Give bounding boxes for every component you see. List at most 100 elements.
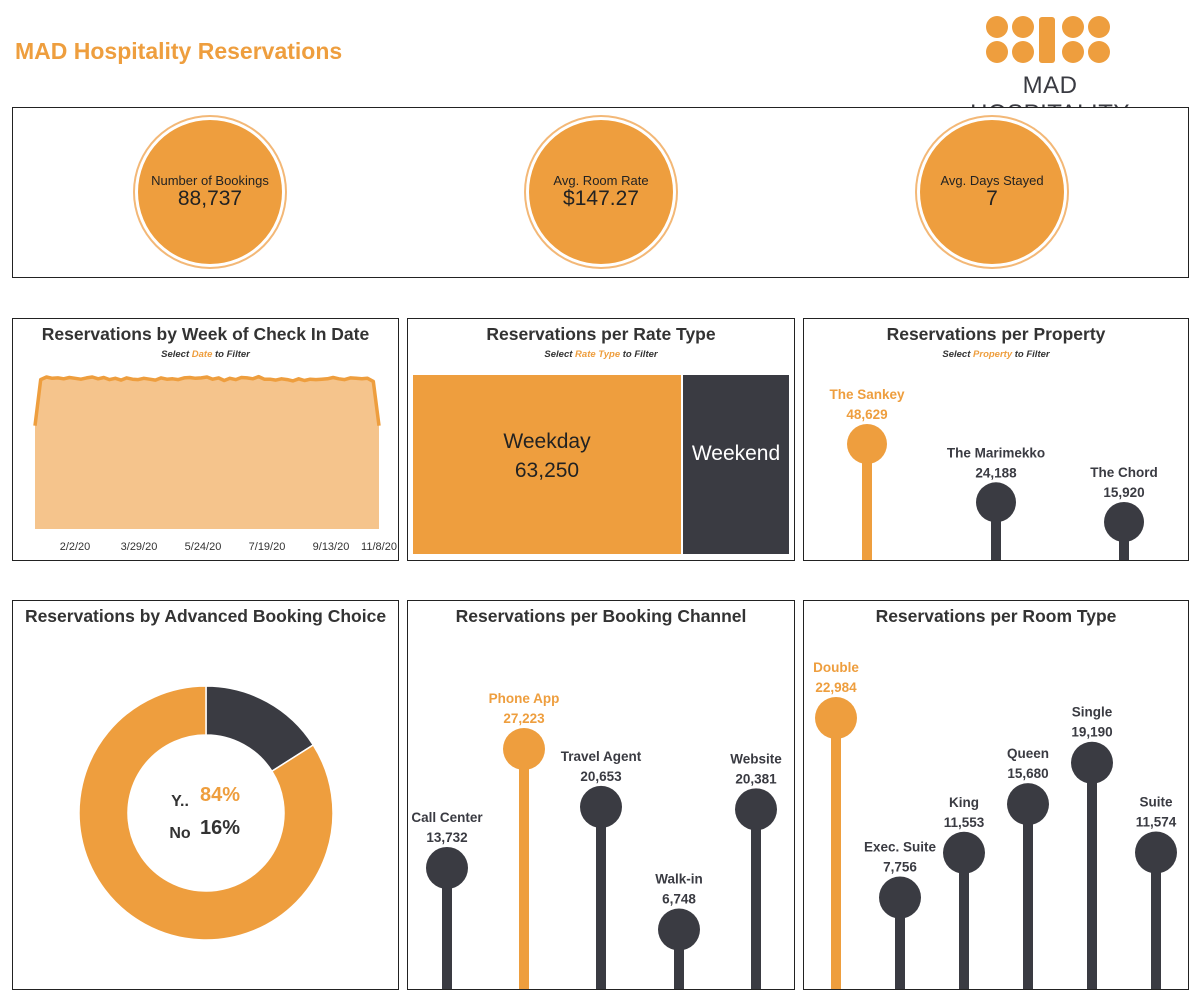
channel-lollipop-chart[interactable]: Call Center 13,732 Phone App 27,223 Travel A… bbox=[408, 601, 796, 991]
kpi-value: 7 bbox=[986, 187, 998, 210]
kpi-bookings[interactable]: Number of Bookings 88,737 bbox=[138, 120, 282, 264]
category-label: Phone App bbox=[489, 691, 560, 706]
value-label: 15,920 bbox=[1103, 485, 1144, 500]
lollipop-stem[interactable] bbox=[442, 867, 452, 989]
value-label: 24,188 bbox=[975, 465, 1017, 480]
property-lollipop-chart[interactable]: The Sankey 48,629 The Marimekko 24,188 The C… bbox=[804, 319, 1190, 562]
value-label: 6,748 bbox=[662, 892, 696, 907]
lollipop-head[interactable] bbox=[1007, 783, 1049, 826]
advance-donut-chart[interactable]: Y.. 84% No 16% bbox=[13, 601, 400, 991]
chart-title: Reservations by Week of Check In Date bbox=[41, 324, 370, 344]
category-label: King bbox=[949, 795, 979, 810]
lollipop-head[interactable] bbox=[943, 831, 985, 874]
treemap-value-label: 63,250 bbox=[515, 459, 579, 482]
lollipop-head[interactable] bbox=[1071, 741, 1113, 784]
donut-slice[interactable] bbox=[78, 685, 334, 941]
value-label: 7,756 bbox=[883, 860, 917, 875]
value-label: 20,381 bbox=[735, 771, 777, 786]
lollipop-stem[interactable] bbox=[1023, 804, 1033, 989]
kpi-room-rate[interactable]: Avg. Room Rate $147.27 bbox=[529, 120, 673, 264]
lollipop-head[interactable] bbox=[426, 846, 468, 889]
value-label: 48,629 bbox=[846, 407, 887, 422]
category-label: Website bbox=[730, 751, 782, 766]
lollipop-stem[interactable] bbox=[674, 929, 684, 989]
lollipop-head[interactable] bbox=[658, 908, 700, 951]
donut-category-label: Y.. bbox=[171, 793, 189, 810]
x-tick-label: 2/2/20 bbox=[60, 541, 91, 553]
room-chart-panel: Reservations per Room Type Double 22,984 E… bbox=[803, 600, 1189, 990]
lollipop-stem[interactable] bbox=[519, 749, 529, 989]
value-label: 11,553 bbox=[944, 815, 985, 830]
lollipop-head[interactable] bbox=[1104, 502, 1144, 543]
x-tick-label: 5/24/20 bbox=[185, 541, 222, 553]
lollipop-stem[interactable] bbox=[895, 897, 905, 989]
logo-dots-icon bbox=[986, 16, 1110, 63]
treemap-label: Weekday bbox=[503, 430, 591, 453]
category-label: The Chord bbox=[1090, 465, 1158, 480]
kpi-label: Number of Bookings bbox=[151, 173, 269, 188]
chart-title: Reservations per Booking Channel bbox=[455, 606, 747, 626]
donut-value-label: 84% bbox=[200, 784, 240, 806]
lollipop-stem[interactable] bbox=[596, 806, 606, 989]
room-lollipop-chart[interactable]: Double 22,984 Exec. Suite 7,756 King 11,553 Qu… bbox=[804, 601, 1190, 991]
treemap-cell-weekend[interactable] bbox=[683, 375, 789, 554]
rate-treemap[interactable]: Weekday 63,250 Weekend bbox=[408, 319, 796, 562]
kpi-days-stayed[interactable]: Avg. Days Stayed 7 bbox=[920, 120, 1064, 264]
company-logo: MAD HOSPITALITY bbox=[935, 14, 1165, 127]
x-tick-label: 9/13/20 bbox=[313, 541, 350, 553]
value-label: 13,732 bbox=[426, 830, 467, 845]
value-label: 22,984 bbox=[815, 680, 857, 695]
category-label: The Marimekko bbox=[947, 445, 1045, 460]
page-title: MAD Hospitality Reservations bbox=[15, 38, 343, 64]
lollipop-head[interactable] bbox=[735, 788, 777, 831]
lollipop-stem[interactable] bbox=[1151, 852, 1161, 989]
kpi-value: $147.27 bbox=[563, 187, 639, 210]
lollipop-head[interactable] bbox=[847, 424, 887, 464]
donut-value-label: 16% bbox=[200, 817, 240, 839]
chart-subtitle: Select Rate Type to Filter bbox=[544, 349, 658, 360]
area-line bbox=[33, 374, 381, 426]
week-area-chart[interactable]: 2/2/20 3/29/20 5/24/20 7/19/20 9/13/20 11/8/2… bbox=[13, 319, 400, 562]
chart-title: Reservations per Room Type bbox=[875, 606, 1117, 626]
lollipop-head[interactable] bbox=[503, 728, 545, 770]
lollipop-head[interactable] bbox=[1135, 831, 1177, 874]
lollipop-stem[interactable] bbox=[751, 809, 761, 989]
value-label: 27,223 bbox=[503, 711, 545, 726]
category-label: Suite bbox=[1139, 795, 1172, 810]
rate-chart-panel: Reservations per Rate Type Select Rate T… bbox=[407, 318, 795, 561]
lollipop-stem[interactable] bbox=[991, 502, 1001, 560]
category-label: Single bbox=[1072, 705, 1113, 720]
lollipop-stem[interactable] bbox=[862, 444, 872, 560]
lollipop-stem[interactable] bbox=[831, 718, 841, 989]
category-label: Walk-in bbox=[655, 872, 703, 887]
kpi-panel: Number of Bookings 88,737 Avg. Room Rate… bbox=[12, 107, 1189, 278]
treemap-cell-weekday[interactable] bbox=[413, 375, 682, 554]
category-label: Double bbox=[813, 660, 859, 675]
category-label: Exec. Suite bbox=[864, 840, 937, 855]
area-fill bbox=[35, 376, 379, 529]
chart-title: Reservations per Property bbox=[886, 324, 1106, 344]
category-label: Travel Agent bbox=[561, 749, 642, 764]
lollipop-head[interactable] bbox=[580, 785, 622, 828]
x-tick-label: 3/29/20 bbox=[121, 541, 158, 553]
kpi-value: 88,737 bbox=[177, 187, 243, 210]
value-label: 15,680 bbox=[1007, 766, 1048, 781]
chart-title: Reservations by Advanced Booking Choice bbox=[24, 606, 387, 626]
category-label: Call Center bbox=[411, 810, 483, 825]
lollipop-head[interactable] bbox=[976, 482, 1016, 523]
value-label: 19,190 bbox=[1071, 725, 1112, 740]
lollipop-stem[interactable] bbox=[1087, 762, 1097, 989]
lollipop-head[interactable] bbox=[879, 876, 921, 919]
property-chart-panel: Reservations per Property Select Propert… bbox=[803, 318, 1189, 561]
x-tick-label: 11/8/20 bbox=[361, 541, 397, 553]
donut-category-label: No bbox=[169, 825, 191, 842]
category-label: Queen bbox=[1007, 746, 1049, 761]
chart-title: Reservations per Rate Type bbox=[486, 324, 716, 344]
treemap-label: Weekend bbox=[692, 442, 780, 465]
week-chart-panel: Reservations by Week of Check In Date Se… bbox=[12, 318, 399, 561]
x-tick-label: 7/19/20 bbox=[249, 541, 286, 553]
kpi-label: Avg. Room Rate bbox=[553, 173, 649, 188]
lollipop-stem[interactable] bbox=[959, 852, 969, 989]
lollipop-head[interactable] bbox=[815, 697, 857, 739]
channel-chart-panel: Reservations per Booking Channel Call Ce… bbox=[407, 600, 795, 990]
